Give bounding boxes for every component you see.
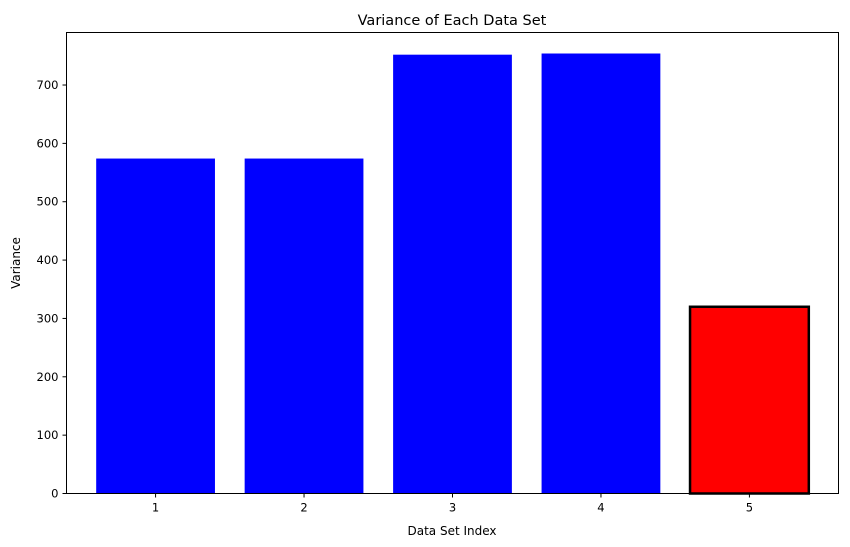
bars-group (96, 53, 811, 495)
bar-2 (244, 158, 364, 494)
y-tick-label: 0 (51, 487, 58, 501)
x-axis-label: Data Set Index (407, 524, 496, 538)
x-tick-label: 1 (152, 501, 159, 515)
y-tick-label: 200 (37, 370, 59, 384)
x-axis-ticks: 1 2 3 4 5 (152, 493, 753, 515)
x-tick-label: 4 (597, 501, 604, 515)
y-tick-label: 300 (37, 311, 59, 325)
bar-1 (96, 158, 215, 494)
y-tick-label: 400 (37, 253, 59, 267)
chart-title: Variance of Each Data Set (358, 13, 547, 29)
y-axis-label: Variance (9, 237, 23, 289)
y-tick-label: 600 (37, 136, 59, 150)
x-tick-label: 5 (746, 501, 753, 515)
x-tick-label: 2 (300, 501, 307, 515)
bar-3 (393, 54, 512, 494)
y-axis-ticks: 0 100 200 300 400 500 600 700 (37, 78, 67, 501)
bar-5 (688, 305, 811, 495)
y-tick-label: 700 (37, 78, 59, 92)
y-tick-label: 500 (37, 195, 59, 209)
plot-area-frame (66, 32, 839, 494)
bar-4 (541, 53, 661, 494)
x-tick-label: 3 (449, 501, 456, 515)
y-tick-label: 100 (37, 428, 59, 442)
